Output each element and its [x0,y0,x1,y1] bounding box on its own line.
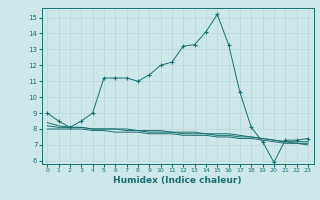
X-axis label: Humidex (Indice chaleur): Humidex (Indice chaleur) [113,176,242,185]
